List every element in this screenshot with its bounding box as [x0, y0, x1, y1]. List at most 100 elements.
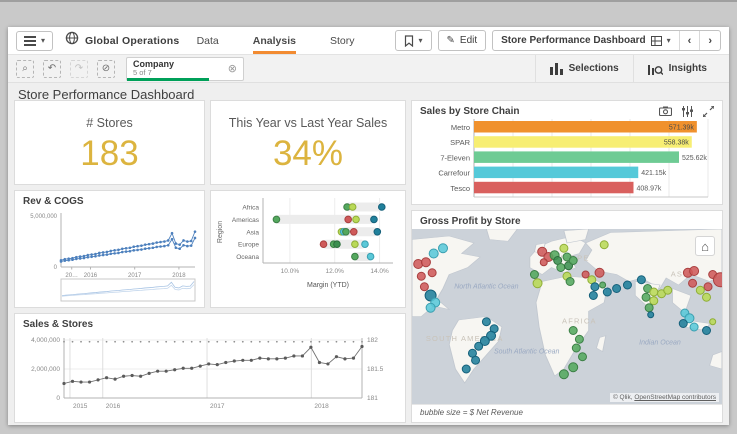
insights-button[interactable]: Insights: [634, 55, 721, 82]
store-bubble[interactable]: [702, 326, 711, 335]
store-bubble[interactable]: [641, 292, 651, 302]
search-selections-icon[interactable]: ⌕: [16, 59, 34, 78]
fullscreen-icon[interactable]: [703, 106, 714, 117]
map-home-button[interactable]: ⌂: [695, 236, 715, 256]
line-chart-canvas[interactable]: 5,000,000 0 20… 2016 2017 2018: [19, 209, 202, 305]
bar-7-eleven[interactable]: [474, 151, 679, 163]
map-container: North Atlantic OceanEUROPEASIAAFRICASOUT…: [411, 228, 728, 404]
store-bubble[interactable]: [461, 364, 471, 374]
scatter-point[interactable]: [351, 240, 359, 249]
filter-chip-company[interactable]: Company 5 of 7 ⊗: [126, 56, 244, 81]
store-bubble[interactable]: [425, 302, 436, 313]
osm-attribution-link[interactable]: OpenStreetMap contributors: [634, 394, 716, 401]
remove-filter-icon[interactable]: ⊗: [227, 63, 237, 75]
store-bubble[interactable]: [612, 284, 622, 293]
store-bubble[interactable]: [568, 362, 579, 373]
store-bubble[interactable]: [419, 282, 429, 292]
store-bubble[interactable]: [559, 243, 569, 253]
scatter-point[interactable]: [352, 215, 360, 224]
store-bubble[interactable]: [416, 271, 426, 281]
store-bubble[interactable]: [481, 317, 491, 327]
store-bubble[interactable]: [556, 263, 566, 272]
store-bubble[interactable]: [474, 341, 484, 351]
store-bubble[interactable]: [565, 277, 575, 286]
store-bubble[interactable]: [678, 319, 688, 328]
store-bubble[interactable]: [427, 268, 437, 278]
global-menu-button[interactable]: ▾: [16, 30, 54, 51]
store-bubble[interactable]: [594, 267, 605, 278]
scatter-point[interactable]: [349, 228, 358, 236]
store-bubble[interactable]: [578, 352, 587, 362]
store-bubble[interactable]: [688, 278, 698, 288]
store-bubble[interactable]: [539, 258, 548, 267]
store-bubble[interactable]: [529, 270, 539, 279]
svg-text:525.62k: 525.62k: [682, 155, 707, 162]
sheet-selector[interactable]: Store Performance Dashboard ▾: [501, 35, 671, 46]
store-bubble[interactable]: [709, 318, 717, 326]
store-bubble[interactable]: [695, 285, 705, 295]
store-bubble[interactable]: [644, 303, 654, 313]
scatter-point[interactable]: [377, 203, 386, 211]
store-bubble[interactable]: [649, 296, 659, 306]
exploration-menu-icon[interactable]: [682, 106, 693, 117]
store-bubble[interactable]: [636, 275, 646, 285]
store-bubble[interactable]: [568, 326, 578, 335]
svg-text:408.97k: 408.97k: [636, 185, 661, 192]
bar-carrefour[interactable]: [474, 166, 639, 179]
store-bubble[interactable]: [602, 287, 612, 297]
store-bubble[interactable]: [647, 311, 655, 319]
scatter-point[interactable]: [344, 215, 352, 224]
store-bubble[interactable]: [558, 369, 569, 380]
tab-analysis[interactable]: Analysis: [252, 27, 296, 54]
store-bubble[interactable]: [574, 334, 584, 344]
store-bubble[interactable]: [479, 336, 490, 346]
bar-tesco[interactable]: [474, 181, 634, 194]
previous-sheet-button[interactable]: ‹: [678, 31, 700, 50]
store-bubble[interactable]: [702, 292, 711, 302]
store-bubble[interactable]: [599, 240, 609, 250]
store-bubble[interactable]: [684, 313, 695, 324]
edit-button[interactable]: ✎ Edit: [437, 30, 487, 51]
bar-metro[interactable]: [474, 121, 697, 133]
store-bubble[interactable]: [568, 256, 578, 265]
store-bubble[interactable]: [438, 243, 448, 254]
scatter-point[interactable]: [373, 228, 382, 236]
store-bubble[interactable]: [532, 278, 543, 289]
scatter-point[interactable]: [342, 228, 350, 236]
snapshot-camera-icon[interactable]: [659, 106, 672, 116]
bar-spar[interactable]: [474, 136, 692, 148]
store-bubble[interactable]: [581, 270, 590, 279]
store-bubble[interactable]: [599, 281, 607, 289]
tab-data[interactable]: Data: [196, 34, 219, 47]
store-bubble[interactable]: [590, 282, 600, 292]
bookmark-button[interactable]: ▾: [394, 30, 432, 51]
scatter-point[interactable]: [361, 240, 369, 249]
tab-story[interactable]: Story: [329, 34, 355, 47]
clear-selections-icon[interactable]: ⊘: [97, 59, 115, 78]
map-canvas[interactable]: North Atlantic OceanEUROPEASIAAFRICASOUT…: [411, 228, 728, 404]
scatter-point[interactable]: [351, 252, 359, 261]
scatter-chart-canvas[interactable]: 10.0% 12.0% 14.0% Africa Americas Asia Europe O…: [213, 193, 403, 307]
store-bubble[interactable]: [471, 355, 481, 365]
store-bubble[interactable]: [649, 287, 659, 297]
scatter-point[interactable]: [348, 203, 357, 211]
selections-tool-button[interactable]: Selections: [536, 55, 633, 82]
store-bubble[interactable]: [622, 280, 632, 290]
scatter-point[interactable]: [366, 252, 375, 261]
bar-chart-canvas[interactable]: Metro 571.39k SPAR 558.38k 7-Eleven 525.62k Ca…: [418, 119, 716, 199]
scatter-point[interactable]: [333, 240, 341, 249]
store-bubble[interactable]: [689, 266, 700, 276]
store-bubble[interactable]: [571, 343, 581, 353]
line-chart-canvas[interactable]: 2015 2016 2017 2018 4,000,000 2,000,000 0 182 18…: [18, 332, 402, 420]
store-bubble[interactable]: [663, 285, 673, 295]
next-sheet-button[interactable]: ›: [699, 31, 720, 50]
step-back-icon[interactable]: ↶: [43, 59, 61, 78]
store-bubble[interactable]: [588, 291, 598, 300]
store-bubble[interactable]: [420, 257, 431, 268]
scatter-point[interactable]: [319, 240, 328, 249]
store-bubble[interactable]: [703, 282, 713, 292]
store-bubble[interactable]: [428, 248, 439, 259]
scatter-point[interactable]: [370, 215, 378, 224]
scatter-point[interactable]: [272, 215, 281, 224]
store-bubble[interactable]: [689, 322, 699, 332]
